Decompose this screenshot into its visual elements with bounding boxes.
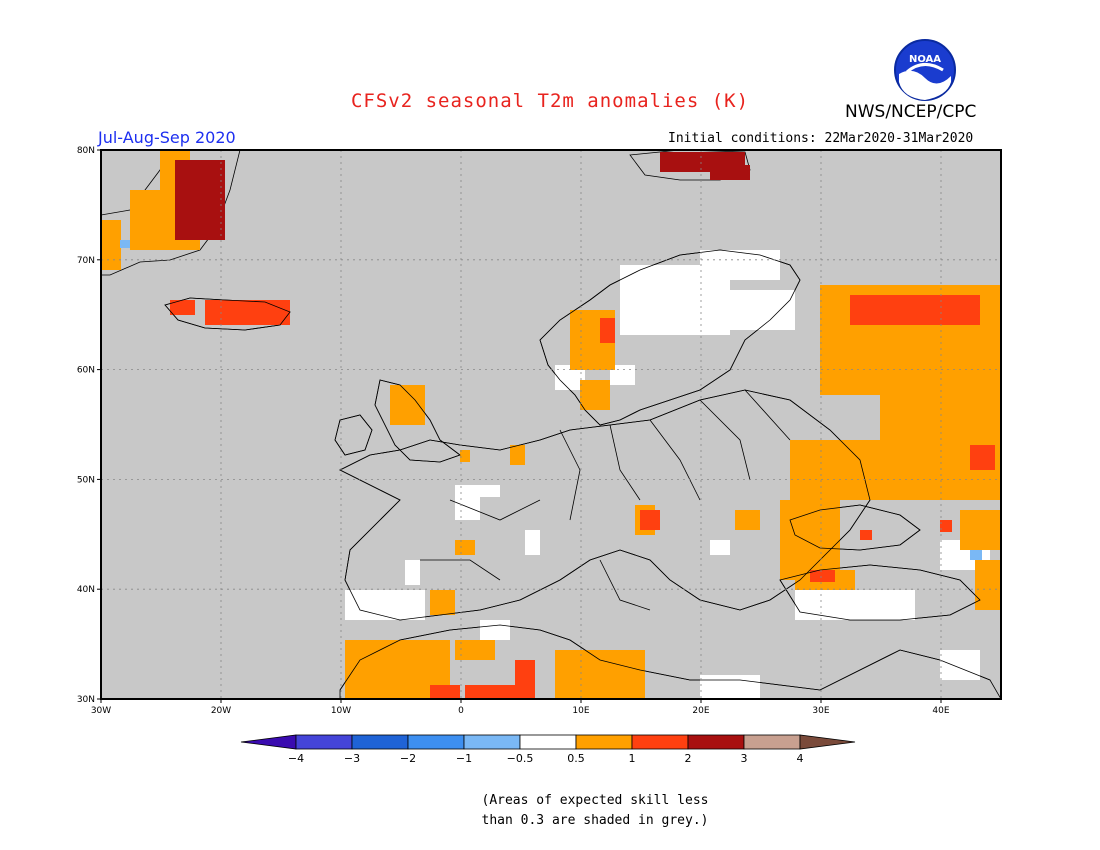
colorbar-segment <box>351 734 409 750</box>
colorbar-segment <box>240 734 297 750</box>
skill-note-line1: (Areas of expected skill less <box>481 793 709 808</box>
latitude-label: 60N <box>77 366 95 376</box>
colorbar-segment <box>463 734 521 750</box>
neutral-anomaly-regions <box>345 250 990 699</box>
colorbar-segment <box>743 734 801 750</box>
longitude-label: 20E <box>692 706 709 716</box>
colorbar-label: −2 <box>400 752 416 765</box>
colorbar-label: 2 <box>685 752 692 765</box>
colorbar-segment <box>407 734 465 750</box>
season-label: Jul-Aug-Sep 2020 <box>98 128 236 147</box>
longitude-label: 10W <box>331 706 351 716</box>
cool-anomaly-region <box>970 550 982 560</box>
strong-warm-anomaly-regions <box>170 295 995 699</box>
chart-title: CFSv2 seasonal T2m anomalies (K) <box>350 90 750 112</box>
longitude-axis: 30W 20W 10W 0 10E 20E 30E 40E <box>91 699 950 716</box>
latitude-label: 30N <box>77 695 95 705</box>
colorbar-label: −0.5 <box>507 752 534 765</box>
longitude-label: 0 <box>458 706 464 716</box>
colorbar-label: −4 <box>288 752 304 765</box>
very-strong-warm-anomaly-regions <box>175 152 750 240</box>
colorbar-segment <box>519 734 577 750</box>
colorbar-label: 4 <box>797 752 804 765</box>
colorbar-segment <box>575 734 633 750</box>
colorbar-legend: −4 −3 −2 −1 −0.5 0.5 1 2 3 4 <box>240 734 856 765</box>
organization-label: NWS/NCEP/CPC <box>845 102 977 122</box>
skill-note-line2: than 0.3 are shaded in grey.) <box>481 813 709 828</box>
colorbar-segment <box>295 734 353 750</box>
colorbar-label: 0.5 <box>567 752 585 765</box>
latitude-label: 50N <box>77 475 95 485</box>
latitude-axis: 80N 70N 60N 50N 40N 30N <box>77 146 101 705</box>
colorbar-label: 3 <box>741 752 748 765</box>
colorbar-segment <box>687 734 745 750</box>
colorbar-segment <box>631 734 689 750</box>
colorbar-segment <box>799 734 856 750</box>
longitude-label: 30W <box>91 706 111 716</box>
graticule <box>101 150 1001 699</box>
latitude-label: 80N <box>77 146 95 156</box>
skill-note: (Areas of expected skill less than 0.3 a… <box>0 791 1100 831</box>
noaa-logo: NOAA <box>894 39 956 101</box>
initial-conditions-label: Initial conditions: 22Mar2020-31Mar2020 <box>668 131 974 146</box>
colorbar-label: 1 <box>629 752 636 765</box>
latitude-label: 40N <box>77 585 95 595</box>
map-frame <box>100 149 1002 700</box>
longitude-label: 10E <box>572 706 589 716</box>
colorbar-label: −1 <box>456 752 472 765</box>
latitude-label: 70N <box>77 256 95 266</box>
longitude-label: 20W <box>211 706 231 716</box>
logo-text: NOAA <box>909 54 941 65</box>
longitude-label: 30E <box>812 706 829 716</box>
map-plot-area <box>101 150 1001 699</box>
colorbar-label: −3 <box>344 752 360 765</box>
longitude-label: 40E <box>932 706 949 716</box>
